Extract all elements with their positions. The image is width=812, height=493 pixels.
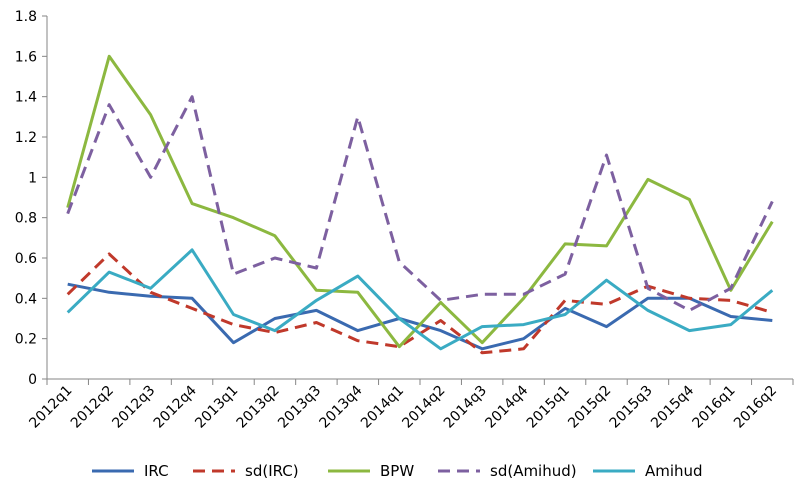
x-tick-label: 2016q2 xyxy=(731,383,780,432)
x-tick-label: 2013q4 xyxy=(317,382,366,431)
x-tick-label: 2012q2 xyxy=(68,383,117,432)
y-tick-label: 0.2 xyxy=(15,332,37,348)
y-tick-label: 0 xyxy=(28,372,37,388)
y-tick-label: 0.4 xyxy=(15,291,37,307)
y-tick-label: 0.6 xyxy=(15,251,37,267)
series-line-bpw xyxy=(66,54,774,349)
y-tick-label: 1.4 xyxy=(15,90,37,106)
x-tick-label: 2014q2 xyxy=(399,383,448,432)
x-tick-label: 2012q3 xyxy=(109,383,158,432)
y-tick-label: 1.2 xyxy=(15,130,37,146)
series-line-sd-amihud xyxy=(66,95,774,312)
y-tick-label: 1.6 xyxy=(15,49,37,65)
legend-item: IRC xyxy=(92,462,169,480)
series-line-irc xyxy=(67,282,773,351)
x-tick-label: 2014q3 xyxy=(441,383,490,432)
legend-item: BPW xyxy=(328,462,414,480)
x-tick-label: 2015q3 xyxy=(607,383,656,432)
x-tick-label: 2015q4 xyxy=(648,382,697,431)
x-tick-label: 2015q1 xyxy=(524,383,573,432)
x-tick-label: 2013q3 xyxy=(275,383,324,432)
legend-label: Amihud xyxy=(645,462,703,480)
x-tick-label: 2014q4 xyxy=(482,382,531,431)
legend-label: sd(IRC) xyxy=(245,462,299,480)
legend-label: sd(Amihud) xyxy=(490,462,577,480)
y-tick-label: 0.8 xyxy=(15,211,37,227)
legend-item: sd(Amihud) xyxy=(438,462,577,480)
legend-item: Amihud xyxy=(593,462,703,480)
x-tick-label: 2015q2 xyxy=(565,383,614,432)
x-tick-label: 2012q1 xyxy=(26,383,75,432)
x-tick-label: 2016q1 xyxy=(690,383,739,432)
legend: IRC sd(IRC) BPW sd(Amihud) Amihud xyxy=(92,462,703,480)
x-tick-label: 2013q1 xyxy=(192,383,241,432)
x-tick-label: 2013q2 xyxy=(234,383,283,432)
legend-item: sd(IRC) xyxy=(193,462,299,480)
y-tick-label: 1 xyxy=(28,170,37,186)
legend-label: BPW xyxy=(380,462,414,480)
x-tick-label: 2014q1 xyxy=(358,383,407,432)
axes: 00.20.40.60.811.21.41.61.82012q12012q220… xyxy=(15,9,794,432)
y-tick-label: 1.8 xyxy=(15,9,37,25)
legend-label: IRC xyxy=(144,462,169,480)
series-group xyxy=(66,54,774,355)
series-line-amihud xyxy=(66,248,774,351)
x-tick-label: 2012q4 xyxy=(151,382,200,431)
